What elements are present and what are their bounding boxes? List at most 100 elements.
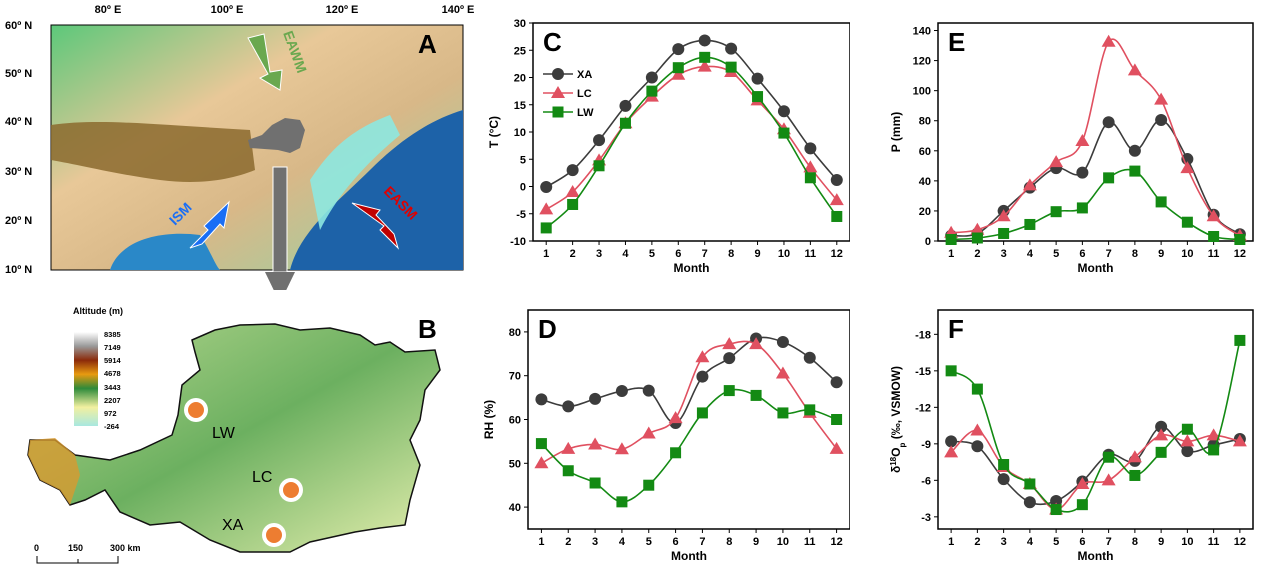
marker-circle <box>1102 116 1115 129</box>
marker-triangle <box>1180 161 1195 174</box>
marker-square <box>804 172 816 184</box>
y-tick-label: -18 <box>915 329 931 341</box>
y-tick-label: 80 <box>509 327 521 339</box>
loess-plateau-region <box>248 118 305 153</box>
y-tick-label: 40 <box>509 502 521 514</box>
marker-triangle <box>1206 209 1221 222</box>
x-tick-label: 6 <box>1079 248 1085 260</box>
x-tick-label: 1 <box>948 248 954 260</box>
legend-values: 8385 7149 5914 4678 3443 2207 972 -264 <box>104 330 122 431</box>
x-tick-label: 2 <box>570 248 576 260</box>
x-tick-label: 8 <box>726 536 732 548</box>
map-b: Altitude (m) 8385 7149 5914 4678 3443 22… <box>27 306 441 564</box>
marker-square <box>643 479 655 491</box>
marker-circle <box>619 99 632 112</box>
marker-square <box>1234 233 1246 245</box>
x-tick-label: 2 <box>974 248 980 260</box>
marker-circle <box>696 370 709 383</box>
marker-square <box>1208 444 1220 456</box>
site-lw[interactable]: LW <box>184 398 236 442</box>
marker-square <box>562 465 574 477</box>
lat-ticks: 60º N 50º N 40º N 30º N 20º N 10º N <box>5 20 32 276</box>
x-tick-label: 6 <box>673 536 679 548</box>
marker-circle <box>535 393 548 406</box>
marker-square <box>616 496 628 508</box>
marker-square <box>1024 218 1036 230</box>
lon-tick: 140º E <box>442 4 475 16</box>
x-tick-label: 8 <box>1132 248 1138 260</box>
x-tick-label: 4 <box>1027 536 1034 548</box>
marker-square <box>619 117 631 129</box>
legend-value: 3443 <box>104 383 121 392</box>
site-xa[interactable]: XA <box>222 517 286 547</box>
x-tick-label: 4 <box>622 248 629 260</box>
x-tick-label: 8 <box>728 248 734 260</box>
lat-tick: 10º N <box>5 264 32 276</box>
x-axis-label: Month <box>1078 261 1114 275</box>
marker-square <box>1155 196 1167 208</box>
legend-label: LW <box>577 107 594 119</box>
marker-triangle <box>944 445 959 458</box>
marker-square <box>670 447 682 459</box>
loess-plateau-outline <box>27 323 441 553</box>
marker-square <box>672 62 684 74</box>
x-tick-label: 3 <box>1001 248 1007 260</box>
y-tick-label: -3 <box>921 512 931 524</box>
western-mountains <box>28 438 80 505</box>
x-axis-label: Month <box>1078 549 1114 563</box>
x-axis-label: Month <box>674 261 710 275</box>
y-tick-label: 100 <box>913 86 931 98</box>
marker-circle <box>1181 445 1194 458</box>
y-tick-label: -15 <box>915 366 931 378</box>
x-tick-label: 3 <box>1001 536 1007 548</box>
marker-circle <box>615 385 628 398</box>
x-tick-label: 10 <box>778 248 790 260</box>
series-xa <box>945 113 1246 242</box>
marker-square <box>971 383 983 395</box>
marker-square <box>804 404 816 416</box>
marker-square <box>646 85 658 97</box>
x-tick-label: 12 <box>1234 248 1246 260</box>
marker-square <box>552 106 564 118</box>
marker-triangle <box>1075 476 1090 489</box>
x-tick-label: 5 <box>1053 248 1059 260</box>
marker-circle <box>1155 113 1168 126</box>
marker-square <box>777 407 789 419</box>
legend-item-lc: LC <box>543 86 592 100</box>
y-axis-label: RH (%) <box>482 400 496 439</box>
panel-label-a: A <box>418 29 437 59</box>
marker-circle <box>642 384 655 397</box>
marker-triangle <box>695 350 710 363</box>
y-axis-label: P (mm) <box>889 112 903 152</box>
x-tick-label: 6 <box>675 248 681 260</box>
x-tick-label: 3 <box>592 536 598 548</box>
lat-tick: 40º N <box>5 116 32 128</box>
x-tick-label: 10 <box>777 536 789 548</box>
x-tick-label: 1 <box>948 536 954 548</box>
connector-arrow-head <box>265 272 295 290</box>
marker-square <box>696 407 708 419</box>
lon-tick: 80º E <box>95 4 122 16</box>
y-tick-label: -12 <box>915 402 931 414</box>
y-tick-label: 140 <box>913 26 931 38</box>
series-lw <box>540 51 843 234</box>
marker-triangle <box>697 59 712 72</box>
x-tick-label: 10 <box>1181 536 1193 548</box>
marker-square <box>998 227 1010 239</box>
marker-circle <box>562 400 575 413</box>
site-lc[interactable]: LC <box>252 469 303 502</box>
scale-label: 300 km <box>110 543 141 553</box>
marker-circle <box>566 164 579 177</box>
marker-circle <box>540 181 553 194</box>
marker-triangle <box>970 423 985 436</box>
legend-value: 5914 <box>104 356 122 365</box>
x-tick-label: 12 <box>1234 536 1246 548</box>
y-tick-label: 60 <box>919 146 931 158</box>
marker-circle <box>552 68 564 80</box>
marker-triangle <box>829 193 844 206</box>
marker-triangle <box>996 209 1011 222</box>
y-tick-label: -9 <box>921 439 931 451</box>
